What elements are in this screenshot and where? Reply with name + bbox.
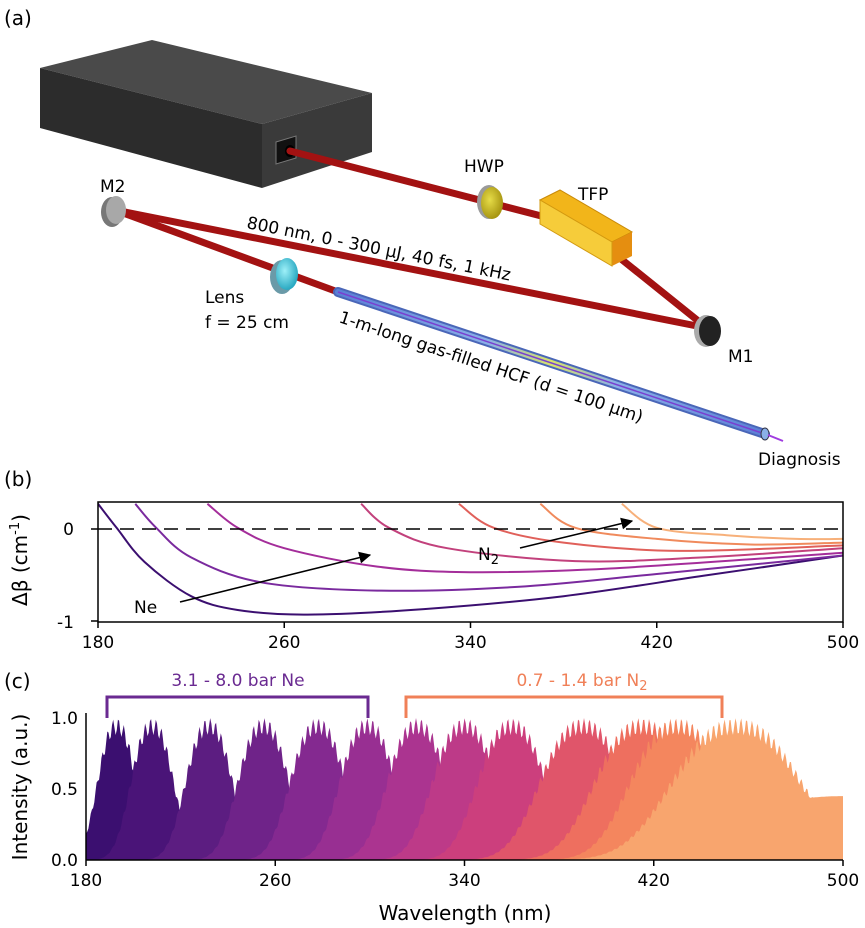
panel-c: (c) 180 260 340 420 500 0.0 0.5 1.0 Intensit… bbox=[4, 669, 859, 925]
hcf-label: 1-m-long gas-filled HCF (d = 100 μm) bbox=[336, 308, 645, 428]
panel-c-xtick-340: 340 bbox=[448, 871, 480, 891]
m1-mirror bbox=[694, 315, 721, 347]
spectrum-peak-9 bbox=[86, 718, 843, 860]
panel-b-xtick-260: 260 bbox=[268, 633, 300, 653]
hwp-label: HWP bbox=[464, 157, 504, 177]
panel-c-xtick-260: 260 bbox=[259, 871, 291, 891]
panel-a: (a) bbox=[4, 6, 841, 470]
spectrum-peak-2 bbox=[86, 719, 843, 860]
spectrum-peak-13 bbox=[86, 718, 843, 860]
spectrum-peak-4 bbox=[86, 718, 843, 860]
hwp-plate bbox=[477, 185, 503, 219]
laser-front-face bbox=[40, 68, 262, 188]
panel-c-xtick-180: 180 bbox=[70, 871, 102, 891]
panel-c-x-ticks: 180 260 340 420 500 bbox=[70, 860, 859, 891]
panel-b-xtick-180: 180 bbox=[82, 633, 114, 653]
laser-box bbox=[40, 40, 372, 188]
n2-bracket-label: 0.7 - 1.4 bar N2 bbox=[516, 671, 647, 694]
panel-c-xtick-500: 500 bbox=[827, 871, 859, 891]
dispersion-curve-3 bbox=[206, 503, 843, 574]
laser-top-face bbox=[40, 40, 372, 124]
panel-b-xtick-340: 340 bbox=[454, 633, 486, 653]
panel-b-ytick-0: 0 bbox=[63, 520, 74, 540]
panel-c-ytick-05: 0.5 bbox=[51, 780, 78, 800]
m2-label: M2 bbox=[100, 177, 125, 197]
panel-b-xtick-500: 500 bbox=[827, 633, 859, 653]
tfp-label: TFP bbox=[577, 185, 608, 205]
panel-b-x-ticks: 180 260 340 420 500 bbox=[82, 622, 859, 653]
ne-bracket bbox=[105, 695, 370, 718]
ne-label: Ne bbox=[134, 598, 157, 618]
lens-label-line2: f = 25 cm bbox=[205, 313, 289, 333]
beam-m2-to-hcf bbox=[111, 206, 342, 296]
panel-c-ytick-1: 1.0 bbox=[51, 709, 78, 729]
dispersion-curve-5 bbox=[458, 502, 843, 552]
n2-arrow bbox=[519, 517, 634, 549]
n2-label: N2 bbox=[478, 545, 499, 568]
panel-b-plot bbox=[98, 502, 843, 616]
dispersion-curve-4 bbox=[360, 503, 843, 563]
ne-arrow bbox=[179, 551, 372, 603]
dispersion-curve-2 bbox=[134, 503, 843, 592]
panel-c-plot bbox=[86, 718, 843, 860]
ne-bracket-label: 3.1 - 8.0 bar Ne bbox=[171, 671, 304, 691]
m2-mirror bbox=[101, 196, 126, 227]
lens-optic bbox=[270, 258, 298, 294]
panel-c-xlabel: Wavelength (nm) bbox=[379, 901, 552, 925]
hcf-fiber bbox=[333, 287, 784, 442]
spectrum-peak-8 bbox=[86, 718, 843, 860]
diagnosis-label: Diagnosis bbox=[758, 450, 841, 470]
dispersion-curve-7 bbox=[621, 502, 843, 541]
dispersion-curve-6 bbox=[539, 502, 843, 546]
tfp-plate bbox=[538, 189, 634, 267]
panel-a-label: (a) bbox=[4, 6, 32, 30]
m1-label: M1 bbox=[728, 347, 753, 367]
panel-c-label: (c) bbox=[4, 669, 31, 693]
panel-c-ytick-0: 0.0 bbox=[51, 851, 78, 871]
laser-side-face bbox=[262, 93, 372, 188]
beam-laser-to-tfp bbox=[286, 147, 584, 230]
panel-b-label: (b) bbox=[4, 467, 32, 491]
panel-c-xtick-420: 420 bbox=[638, 871, 670, 891]
dispersion-curve-1 bbox=[98, 503, 843, 616]
beam-m1-to-m2 bbox=[111, 206, 711, 332]
n2-bracket bbox=[404, 695, 724, 718]
lens-label-line1: Lens bbox=[205, 288, 244, 308]
panel-b-ytick-neg1: -1 bbox=[57, 613, 74, 633]
panel-b-ylabel: Δβ (cm-1) bbox=[8, 514, 32, 606]
panel-c-ylabel: Intensity (a.u.) bbox=[8, 714, 32, 861]
panel-b: (b) Δβ (cm-1) 180 260 340 420 500 0 -1 Ne N2 bbox=[4, 467, 859, 653]
panel-b-xtick-420: 420 bbox=[641, 633, 673, 653]
